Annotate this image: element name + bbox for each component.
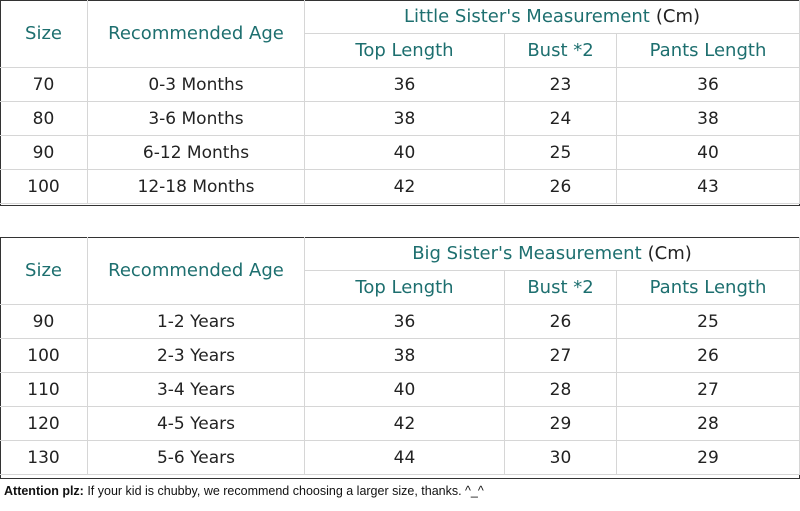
column-header: Pants Length	[617, 271, 800, 305]
table-cell: 26	[617, 339, 800, 373]
group-title: Big Sister's Measurement	[412, 243, 642, 264]
group-header: Big Sister's Measurement (Cm)	[305, 237, 800, 271]
note-label: Attention plz:	[4, 484, 84, 498]
table-cell: 29	[505, 407, 617, 441]
column-header: Top Length	[305, 34, 505, 68]
table-cell: 29	[617, 441, 800, 475]
table-cell: 27	[505, 339, 617, 373]
group-header: Little Sister's Measurement (Cm)	[305, 0, 800, 34]
table-cell: 12-18 Months	[88, 170, 305, 204]
table-cell: 38	[305, 102, 505, 136]
table-cell: 6-12 Months	[88, 136, 305, 170]
table-cell: 38	[305, 339, 505, 373]
size-header: Size	[0, 0, 88, 68]
column-header: Bust *2	[505, 34, 617, 68]
note-text: If your kid is chubby, we recommend choo…	[87, 484, 484, 498]
table-cell: 36	[305, 68, 505, 102]
group-title: Little Sister's Measurement	[403, 6, 650, 27]
table-cell: 3-6 Months	[88, 102, 305, 136]
note: Attention plz: If your kid is chubby, we…	[4, 484, 484, 498]
table-cell: 25	[505, 136, 617, 170]
table-cell: 110	[0, 373, 88, 407]
table-cell: 3-4 Years	[88, 373, 305, 407]
size-header: Size	[0, 237, 88, 305]
age-header: Recommended Age	[88, 237, 305, 305]
table-cell: 100	[0, 339, 88, 373]
table-cell: 2-3 Years	[88, 339, 305, 373]
table-cell: 28	[617, 407, 800, 441]
table-cell: 1-2 Years	[88, 305, 305, 339]
table-cell: 44	[305, 441, 505, 475]
column-header: Top Length	[305, 271, 505, 305]
table-cell: 28	[505, 373, 617, 407]
table-cell: 0-3 Months	[88, 68, 305, 102]
table-cell: 23	[505, 68, 617, 102]
table-cell: 30	[505, 441, 617, 475]
table-cell: 40	[617, 136, 800, 170]
table-cell: 120	[0, 407, 88, 441]
table-cell: 40	[305, 373, 505, 407]
table-cell: 27	[617, 373, 800, 407]
table-cell: 43	[617, 170, 800, 204]
table-cell: 90	[0, 136, 88, 170]
table-cell: 4-5 Years	[88, 407, 305, 441]
table-cell: 40	[305, 136, 505, 170]
table-cell: 26	[505, 305, 617, 339]
table-cell: 24	[505, 102, 617, 136]
table-cell: 130	[0, 441, 88, 475]
column-header: Bust *2	[505, 271, 617, 305]
table-cell: 26	[505, 170, 617, 204]
table-cell: 36	[617, 68, 800, 102]
table-cell: 70	[0, 68, 88, 102]
group-unit: (Cm)	[647, 243, 692, 264]
table-cell: 80	[0, 102, 88, 136]
table-cell: 25	[617, 305, 800, 339]
table-cell: 5-6 Years	[88, 441, 305, 475]
table-cell: 38	[617, 102, 800, 136]
group-unit: (Cm)	[655, 6, 701, 27]
table-cell: 42	[305, 170, 505, 204]
age-header: Recommended Age	[88, 0, 305, 68]
table-cell: 36	[305, 305, 505, 339]
table-cell: 90	[0, 305, 88, 339]
table-cell: 42	[305, 407, 505, 441]
table-cell: 100	[0, 170, 88, 204]
column-header: Pants Length	[617, 34, 800, 68]
